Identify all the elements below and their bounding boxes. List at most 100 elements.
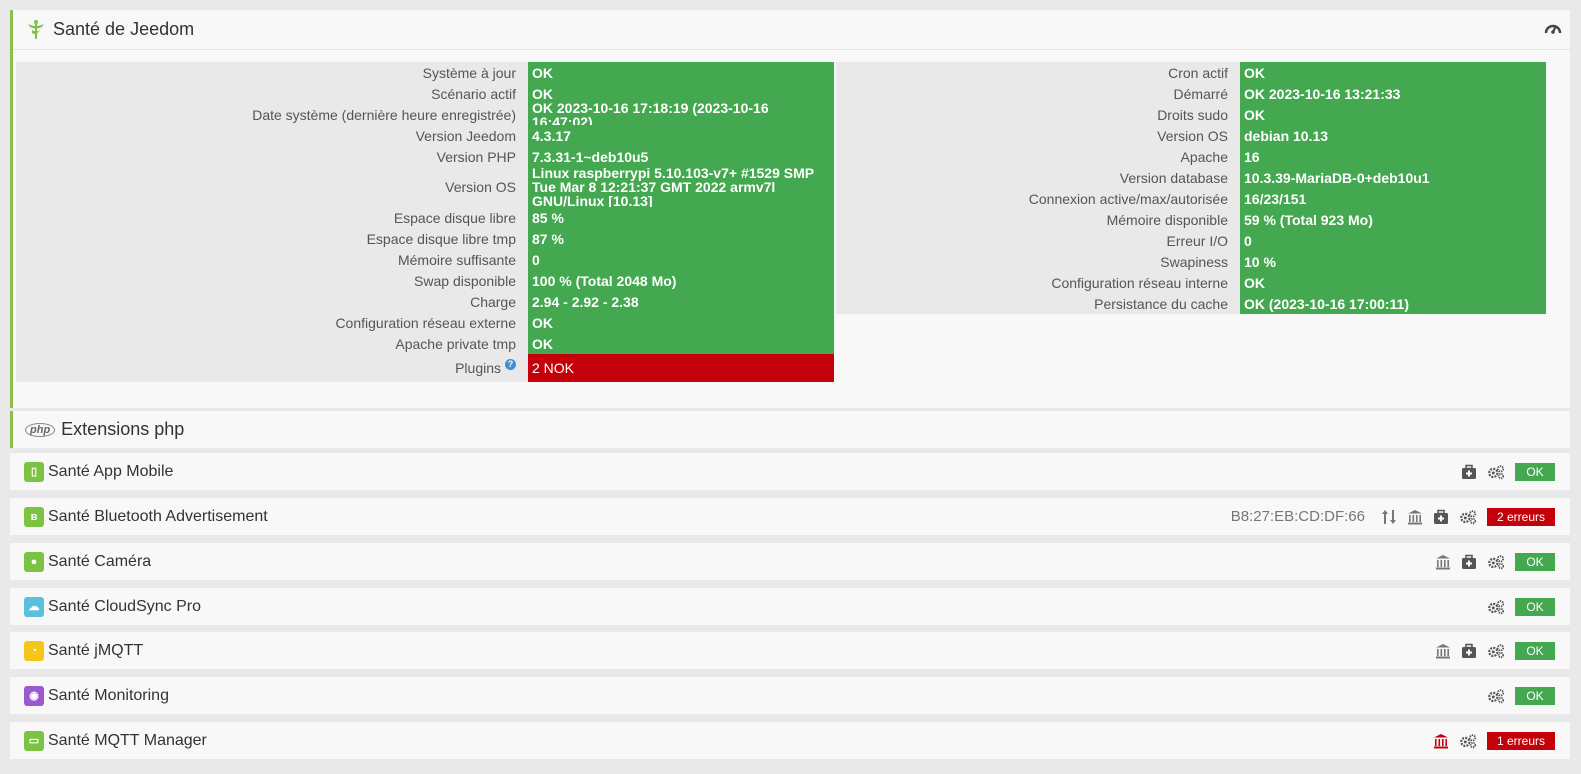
health-label-text: Apache private tmp xyxy=(395,335,516,352)
plugin-name: Santé MQTT Manager xyxy=(48,731,207,749)
health-panel-header: Santé de Jeedom xyxy=(13,10,1570,50)
status-badge: 1 erreurs xyxy=(1486,731,1555,750)
plugin-row-sante-monitoring[interactable]: ◉ Santé Monitoring OK xyxy=(10,677,1570,714)
cogs-icon[interactable] xyxy=(1487,554,1505,570)
health-label-text: Système à jour xyxy=(422,64,516,81)
health-label: Apache xyxy=(836,146,1240,167)
health-label-text: Mémoire suffisante xyxy=(397,251,516,268)
bank-red-icon[interactable] xyxy=(1433,733,1451,749)
health-value: 0 xyxy=(1240,230,1546,251)
plugin-name: Santé CloudSync Pro xyxy=(48,597,201,615)
health-row-apache-private-tmp: Apache private tmp OK xyxy=(16,333,836,354)
health-left-column: Système à jour OK Scénario actif OK Date sys… xyxy=(16,62,836,382)
plugin-name: Santé Monitoring xyxy=(48,686,169,704)
health-row-memoire-disponible: Mémoire disponible 59 % (Total 923 Mo) xyxy=(836,209,1549,230)
health-label-text: Démarré xyxy=(1173,85,1228,102)
plugin-row-sante-app-mobile[interactable]: ▯ Santé App Mobile OK xyxy=(10,453,1570,490)
plugin-row-sante-mqtt-manager[interactable]: ▭ Santé MQTT Manager 1 erreurs xyxy=(10,722,1570,759)
health-value: 16/23/151 xyxy=(1240,188,1546,209)
health-value: OK xyxy=(1240,104,1546,125)
cogs-icon[interactable] xyxy=(1459,733,1477,749)
health-label: Apache private tmp xyxy=(16,333,528,354)
health-row-version-database: Version database 10.3.39-MariaDB-0+deb10u… xyxy=(836,167,1549,188)
health-label-text: Version OS xyxy=(1157,127,1228,144)
arrows-updown-icon[interactable] xyxy=(1381,509,1399,525)
first-aid-icon[interactable] xyxy=(1461,464,1479,480)
health-value: OK xyxy=(528,333,834,354)
health-label-text: Espace disque libre xyxy=(393,209,516,226)
health-value: Linux raspberrypi 5.10.103-v7+ #1529 SMP… xyxy=(528,166,834,208)
health-row-connexion-active-max-autorisee: Connexion active/max/autorisée 16/23/151 xyxy=(836,188,1549,209)
health-row-demarre: Démarré OK 2023-10-16 13:21:33 xyxy=(836,83,1549,104)
health-value: 16 xyxy=(1240,146,1546,167)
health-value: 0 xyxy=(528,249,834,270)
health-label: Espace disque libre xyxy=(16,207,528,228)
health-value: 4.3.17 xyxy=(528,125,834,146)
php-extensions-panel[interactable]: php Extensions php xyxy=(10,411,1570,448)
health-label-text: Droits sudo xyxy=(1157,106,1228,123)
plugin-name: Santé Bluetooth Advertisement xyxy=(48,507,268,525)
health-row-plugins: Plugins? 2 NOK xyxy=(16,354,836,382)
health-label: Scénario actif xyxy=(16,83,528,104)
health-value: 10.3.39-MariaDB-0+deb10u1 xyxy=(1240,167,1546,188)
health-label: Espace disque libre tmp xyxy=(16,228,528,249)
status-badge: OK xyxy=(1515,597,1555,616)
bank-icon[interactable] xyxy=(1407,509,1425,525)
health-row-droits-sudo: Droits sudo OK xyxy=(836,104,1549,125)
dashboard-icon[interactable] xyxy=(1544,20,1562,38)
health-label: Version database xyxy=(836,167,1240,188)
health-title: Santé de Jeedom xyxy=(53,19,195,39)
health-label: Version OS xyxy=(836,125,1240,146)
cogs-icon[interactable] xyxy=(1487,599,1505,615)
cogs-icon[interactable] xyxy=(1487,643,1505,659)
cogs-icon[interactable] xyxy=(1487,464,1505,480)
health-row-configuration-reseau-externe: Configuration réseau externe OK xyxy=(16,312,836,333)
health-label: Version PHP xyxy=(16,146,528,167)
health-row-persistance-du-cache: Persistance du cache OK (2023-10-16 17:00… xyxy=(836,293,1549,314)
health-value: debian 10.13 xyxy=(1240,125,1546,146)
health-label: Erreur I/O xyxy=(836,230,1240,251)
health-label: Date système (dernière heure enregistrée… xyxy=(16,104,528,125)
plugin-row-sante-bluetooth-advertisement[interactable]: ʙ Santé Bluetooth Advertisement B8:27:EB:C… xyxy=(10,498,1570,535)
first-aid-icon[interactable] xyxy=(1461,643,1479,659)
health-row-espace-disque-libre: Espace disque libre 85 % xyxy=(16,207,836,228)
health-label: Configuration réseau interne xyxy=(836,272,1240,293)
health-row-scenario-actif: Scénario actif OK xyxy=(16,83,836,104)
health-label: Swap disponible xyxy=(16,270,528,291)
status-badge: OK xyxy=(1515,462,1555,481)
plugin-actions: B8:27:EB:CD:DF:66 2 erreurs xyxy=(1231,507,1555,526)
cogs-icon[interactable] xyxy=(1459,509,1477,525)
plugin-row-sante-jmqtt[interactable]: ◔ Santé jMQTT OK xyxy=(10,632,1570,669)
bank-icon[interactable] xyxy=(1435,554,1453,570)
health-label: Cron actif xyxy=(836,62,1240,83)
health-label-text: Charge xyxy=(470,293,516,310)
health-row-version-os: Version OS Linux raspberrypi 5.10.103-v7+… xyxy=(16,166,836,208)
plugin-row-sante-cloudsync-pro[interactable]: ☁ Santé CloudSync Pro OK xyxy=(10,588,1570,625)
health-label-text: Cron actif xyxy=(1168,64,1228,81)
php-extensions-title: Extensions php xyxy=(61,419,185,439)
plugin-row-sante-camera[interactable]: ● Santé Caméra OK xyxy=(10,543,1570,580)
health-row-memoire-suffisante: Mémoire suffisante 0 xyxy=(16,249,836,270)
health-label-text: Apache xyxy=(1180,148,1228,165)
health-label-text: Espace disque libre tmp xyxy=(366,230,516,247)
health-label: Swapiness xyxy=(836,251,1240,272)
health-row-swapiness: Swapiness 10 % xyxy=(836,251,1549,272)
health-label-text: Version database xyxy=(1119,169,1228,186)
status-badge: OK xyxy=(1515,552,1555,571)
help-icon[interactable]: ? xyxy=(505,358,516,370)
bluetooth-icon: ʙ xyxy=(24,506,44,527)
health-row-erreur-i-o: Erreur I/O 0 xyxy=(836,230,1549,251)
health-label-text: Mémoire disponible xyxy=(1106,211,1228,228)
first-aid-icon[interactable] xyxy=(1433,509,1451,525)
plugin-actions: 1 erreurs xyxy=(1425,731,1555,750)
health-label-text: Configuration réseau interne xyxy=(1051,274,1228,291)
bank-icon[interactable] xyxy=(1435,643,1453,659)
health-label-text: Persistance du cache xyxy=(1094,295,1228,312)
health-label-text: Erreur I/O xyxy=(1166,232,1228,249)
plugin-actions: OK xyxy=(1479,597,1555,616)
health-row-systeme-a-jour: Système à jour OK xyxy=(16,62,836,83)
health-value: OK xyxy=(1240,272,1546,293)
cogs-icon[interactable] xyxy=(1487,688,1505,704)
health-label: Version Jeedom xyxy=(16,125,528,146)
first-aid-icon[interactable] xyxy=(1461,554,1479,570)
